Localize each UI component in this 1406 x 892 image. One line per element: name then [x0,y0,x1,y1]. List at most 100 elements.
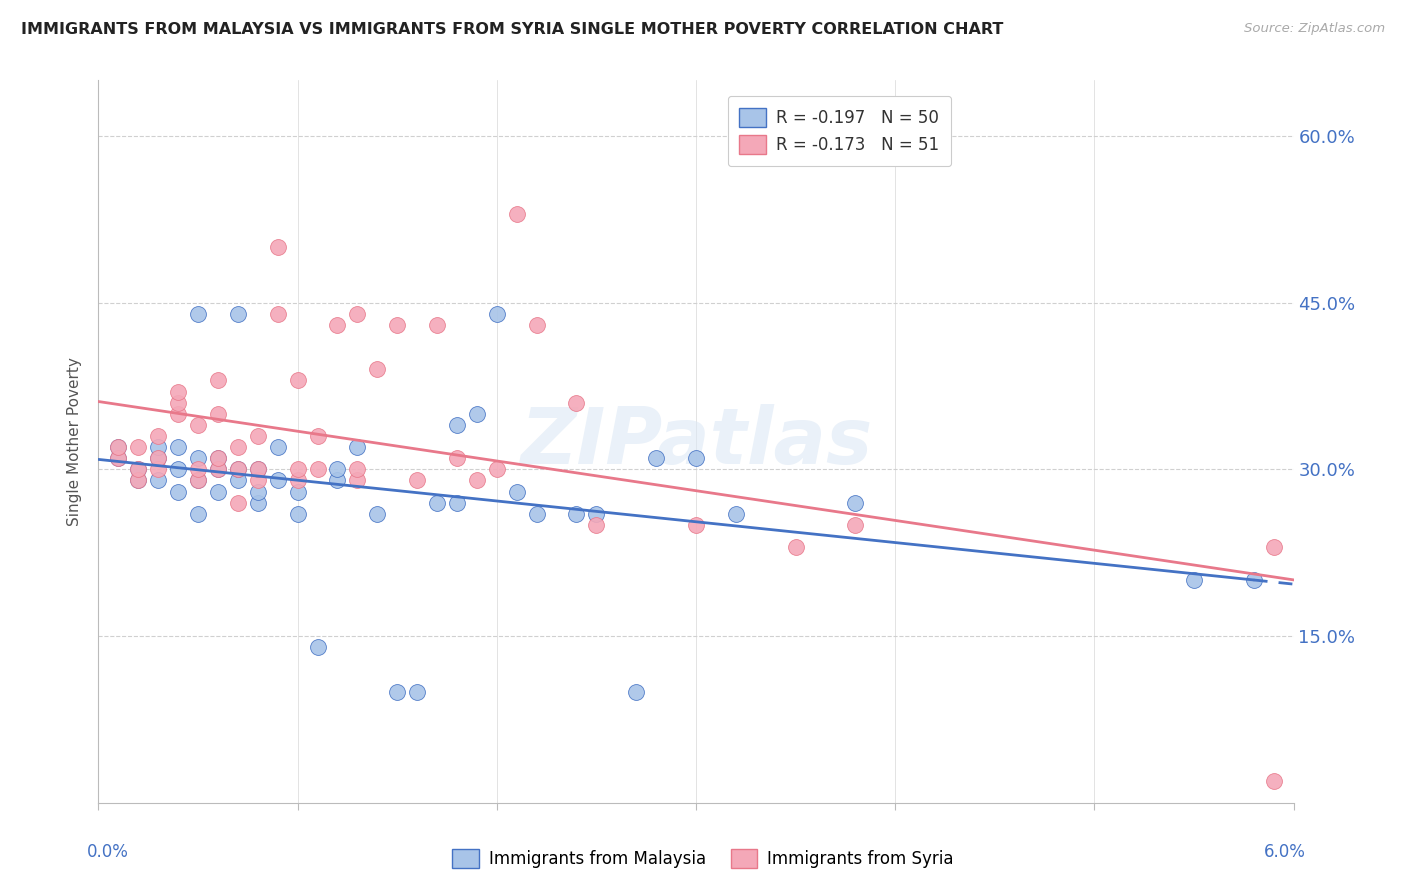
Point [207,462,229,476]
Point [246,496,269,510]
Point [246,462,269,476]
Point [187,507,209,521]
Point [565,507,588,521]
Point [307,462,329,476]
Point [385,684,409,698]
Point [426,496,449,510]
Point [1243,574,1265,588]
Point [724,507,747,521]
Point [148,429,170,443]
Point [685,517,707,532]
Point [187,417,209,432]
Point [446,496,468,510]
Point [406,684,429,698]
Point [167,484,190,499]
Point [366,507,388,521]
Point [187,474,209,488]
Point [326,474,349,488]
Y-axis label: Single Mother Poverty: Single Mother Poverty [67,357,83,526]
Point [246,462,269,476]
Point [346,307,368,321]
Point [187,451,209,466]
Point [526,507,548,521]
Point [207,462,229,476]
Text: Source: ZipAtlas.com: Source: ZipAtlas.com [1244,22,1385,36]
Point [107,440,129,454]
Point [426,318,449,332]
Point [406,474,429,488]
Point [626,684,648,698]
Point [107,451,129,466]
Point [287,507,309,521]
Point [187,474,209,488]
Point [226,462,249,476]
Point [207,451,229,466]
Point [844,517,866,532]
Point [685,451,707,466]
Point [148,440,170,454]
Point [1263,773,1285,788]
Point [287,462,309,476]
Point [346,440,368,454]
Point [167,440,190,454]
Point [785,540,807,554]
Point [148,474,170,488]
Point [844,496,866,510]
Point [167,462,190,476]
Point [148,462,170,476]
Point [287,373,309,387]
Point [127,462,149,476]
Point [465,474,488,488]
Point [307,640,329,655]
Point [465,407,488,421]
Point [207,373,229,387]
Point [287,484,309,499]
Point [1182,574,1205,588]
Point [167,395,190,409]
Point [307,429,329,443]
Point [127,462,149,476]
Point [506,207,529,221]
Text: 0.0%: 0.0% [87,843,128,861]
Text: 6.0%: 6.0% [1264,843,1306,861]
Point [207,451,229,466]
Point [107,451,129,466]
Point [167,407,190,421]
Text: ZIPatlas: ZIPatlas [520,403,872,480]
Point [506,484,529,499]
Point [246,484,269,499]
Point [226,440,249,454]
Point [226,496,249,510]
Point [446,417,468,432]
Point [226,307,249,321]
Point [267,307,290,321]
Point [207,484,229,499]
Point [485,462,508,476]
Point [385,318,409,332]
Legend: Immigrants from Malaysia, Immigrants from Syria: Immigrants from Malaysia, Immigrants fro… [446,842,960,875]
Point [148,451,170,466]
Point [326,318,349,332]
Text: IMMIGRANTS FROM MALAYSIA VS IMMIGRANTS FROM SYRIA SINGLE MOTHER POVERTY CORRELAT: IMMIGRANTS FROM MALAYSIA VS IMMIGRANTS F… [21,22,1004,37]
Point [207,407,229,421]
Point [346,474,368,488]
Point [107,440,129,454]
Point [366,362,388,376]
Point [226,462,249,476]
Point [645,451,668,466]
Point [565,395,588,409]
Point [485,307,508,321]
Point [226,474,249,488]
Point [585,517,607,532]
Point [167,384,190,399]
Point [246,429,269,443]
Point [187,462,209,476]
Point [267,440,290,454]
Point [326,462,349,476]
Legend: R = -0.197   N = 50, R = -0.173   N = 51: R = -0.197 N = 50, R = -0.173 N = 51 [728,95,950,166]
Point [267,240,290,254]
Point [1263,540,1285,554]
Point [127,474,149,488]
Point [267,474,290,488]
Point [148,451,170,466]
